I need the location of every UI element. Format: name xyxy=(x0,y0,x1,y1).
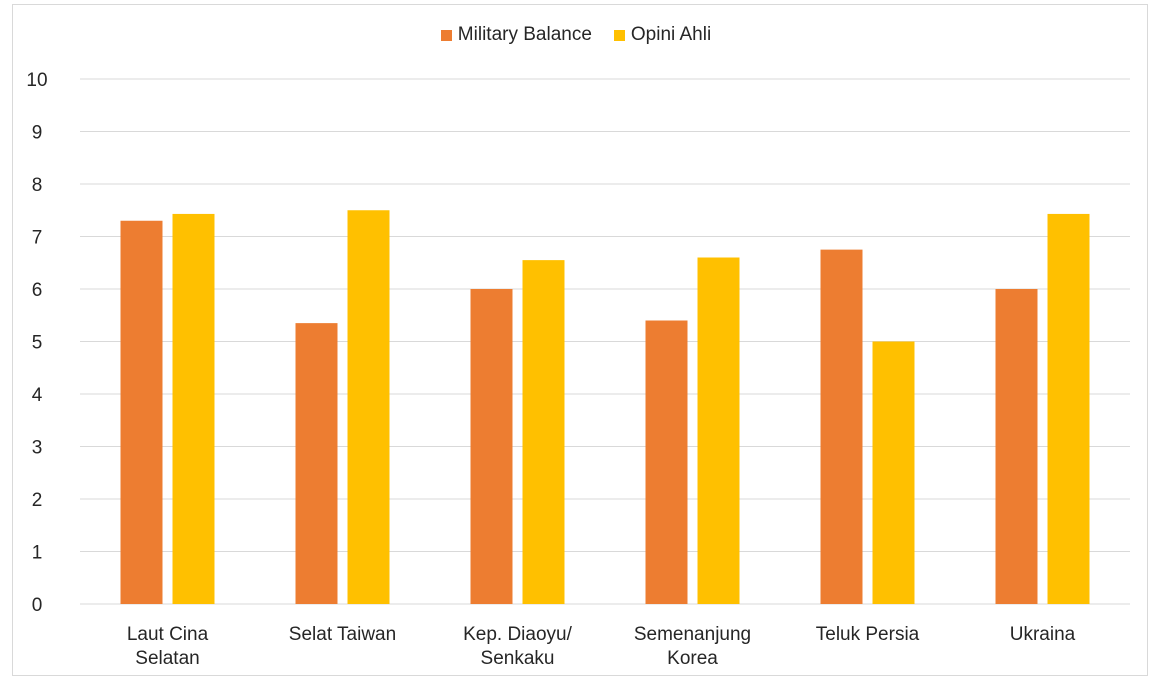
bar-military-balance-2 xyxy=(470,289,513,604)
y-tick-label-6: 6 xyxy=(32,280,43,301)
y-tick-label-0: 0 xyxy=(32,595,43,616)
y-tick-label-9: 9 xyxy=(32,123,43,144)
y-tick-label-10: 10 xyxy=(26,70,47,91)
y-tick-label-3: 3 xyxy=(32,438,43,459)
x-tick-label-2: Kep. Diaoyu/Senkaku xyxy=(463,624,573,669)
legend-swatch-opini-ahli xyxy=(613,29,625,41)
chart-legend: Military Balance Opini Ahli xyxy=(0,24,1152,46)
x-tick-label-3: Semenanjung Korea xyxy=(634,624,751,669)
bar-military-balance-4 xyxy=(820,249,863,604)
legend-swatch-military-balance xyxy=(440,29,452,41)
y-tick-label-1: 1 xyxy=(32,543,43,564)
legend-item-opini-ahli: Opini Ahli xyxy=(613,24,712,46)
y-tick-label-2: 2 xyxy=(32,490,43,511)
legend-label-opini-ahli: Opini Ahli xyxy=(630,24,712,45)
bar-opini-ahli-3 xyxy=(697,257,740,604)
x-tick-label-1: Selat Taiwan xyxy=(289,624,396,645)
y-tick-label-4: 4 xyxy=(32,385,43,406)
bar-military-balance-5 xyxy=(995,289,1038,604)
x-tick-label-5: Ukraina xyxy=(1010,624,1076,645)
y-tick-label-5: 5 xyxy=(32,333,43,354)
x-tick-label-4: Teluk Persia xyxy=(816,624,920,645)
bar-opini-ahli-5 xyxy=(1047,213,1090,605)
bar-military-balance-1 xyxy=(295,323,338,604)
y-tick-label-8: 8 xyxy=(32,175,43,196)
legend-label-military-balance: Military Balance xyxy=(457,24,592,45)
x-tick-label-0: Laut Cina Selatan xyxy=(127,624,209,669)
bar-opini-ahli-1 xyxy=(347,210,390,604)
y-tick-label-7: 7 xyxy=(32,228,43,249)
y-axis-ticks: 0 1 2 3 4 5 6 7 8 9 10 xyxy=(26,70,47,616)
bar-military-balance-0 xyxy=(120,220,163,604)
bar-opini-ahli-2 xyxy=(522,260,565,604)
bar-opini-ahli-4 xyxy=(872,341,915,604)
legend-item-military-balance: Military Balance xyxy=(440,24,592,46)
gridlines xyxy=(80,78,1130,605)
bars xyxy=(120,210,1090,605)
bar-opini-ahli-0 xyxy=(172,213,215,605)
x-axis-ticks: Laut Cina Selatan Selat Taiwan Kep. Diaoyu/… xyxy=(127,624,1076,669)
bar-military-balance-3 xyxy=(645,320,688,604)
